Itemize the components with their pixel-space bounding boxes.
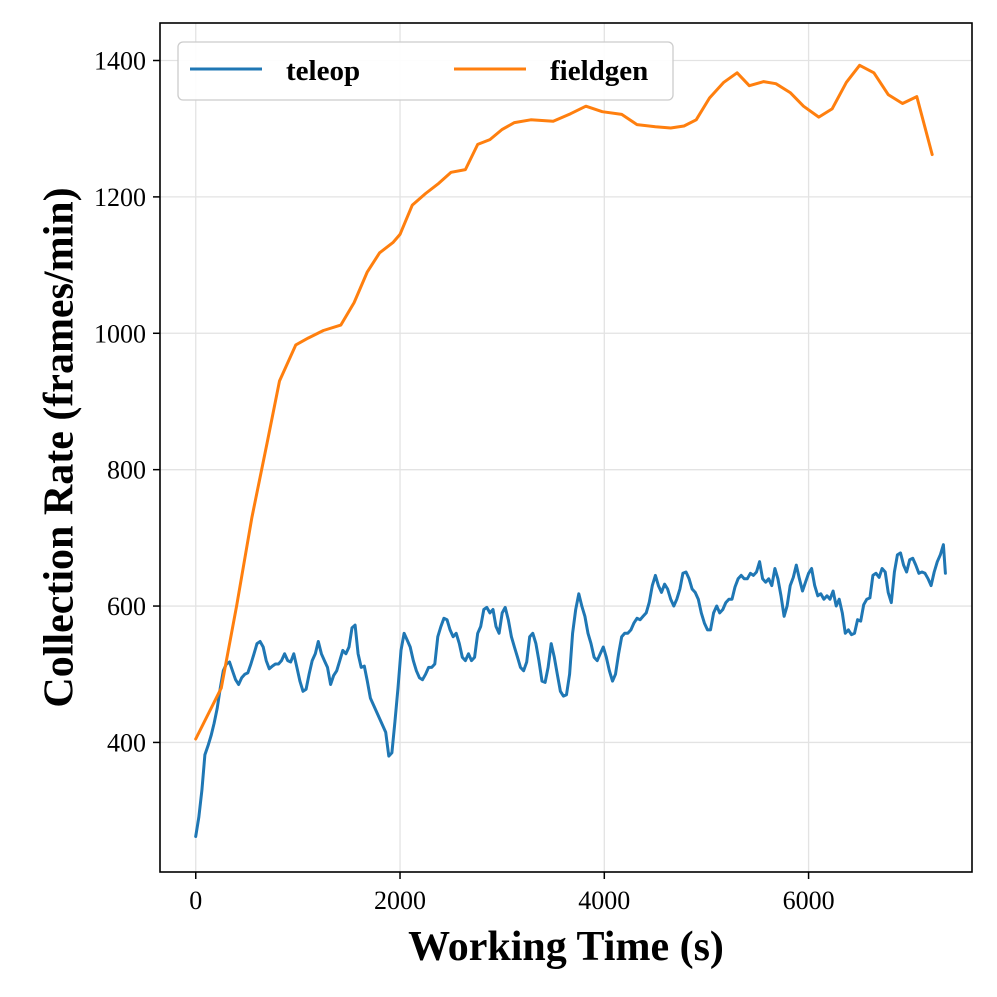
x-tick-label: 4000 (578, 886, 630, 915)
y-tick-label: 1200 (94, 183, 146, 212)
x-tick-label: 0 (189, 886, 202, 915)
x-axis: 0 2000 4000 6000 (189, 872, 835, 915)
x-axis-title: Working Time (s) (408, 924, 724, 970)
y-tick-label: 1000 (94, 319, 146, 348)
y-axis-title: Collection Rate (frames/min) (37, 187, 83, 707)
legend-box (177, 41, 674, 101)
legend-label-fieldgen: fieldgen (550, 55, 648, 87)
legend-label-teleop: teleop (286, 55, 360, 87)
series-line-teleop (194, 543, 947, 838)
plot-frame (159, 22, 973, 873)
y-tick-label: 800 (107, 456, 146, 485)
series-layer (194, 63, 947, 838)
y-tick-label: 400 (107, 728, 146, 757)
x-tick-label: 6000 (783, 886, 835, 915)
grid (160, 23, 972, 872)
y-axis: 400 600 800 1000 1200 1400 (94, 47, 160, 757)
y-tick-label: 1400 (94, 47, 146, 76)
legend: teleop fieldgen (177, 41, 674, 101)
y-tick-label: 600 (107, 592, 146, 621)
series-line-fieldgen (194, 63, 934, 741)
x-tick-label: 2000 (374, 886, 426, 915)
